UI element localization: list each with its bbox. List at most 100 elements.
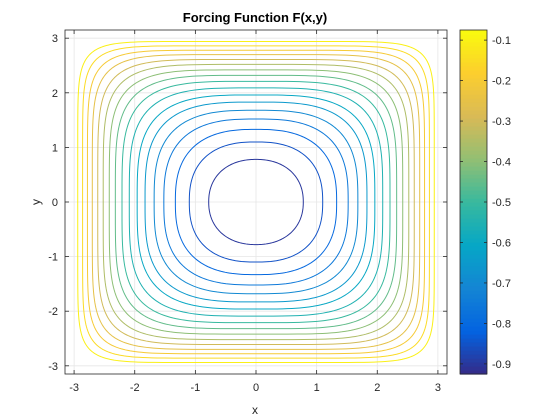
colorbar-swatch: [460, 42, 487, 47]
contour-lines: [77, 40, 435, 364]
contour-line: [174, 128, 338, 276]
colorbar-swatch: [460, 154, 487, 159]
colorbar-swatch: [460, 334, 487, 339]
colorbar-swatch: [460, 250, 487, 255]
contour-line: [102, 63, 410, 341]
contour-line: [188, 141, 324, 263]
colorbar-swatch: [460, 322, 487, 327]
contour-line: [86, 49, 426, 355]
colorbar-tick-label: -0.5: [492, 197, 511, 209]
colorbar-swatch: [460, 258, 487, 263]
contour-line: [136, 94, 376, 310]
colorbar-swatch: [460, 242, 487, 247]
contour-line: [97, 58, 415, 346]
colorbar-swatch: [460, 278, 487, 283]
colorbar-swatch: [460, 190, 487, 195]
colorbar-tick-label: -0.1: [492, 35, 511, 47]
y-tick-label: 2: [52, 88, 58, 100]
colorbar-tick-label: -0.7: [492, 278, 511, 290]
colorbar-swatch: [460, 230, 487, 235]
colorbar-swatch: [460, 370, 487, 375]
colorbar-swatch: [460, 366, 487, 371]
y-tick-label: 0: [52, 197, 58, 209]
colorbar-swatch: [460, 226, 487, 231]
chart-title: Forcing Function F(x,y): [183, 10, 327, 25]
colorbar-swatch: [460, 330, 487, 335]
colorbar-swatch: [460, 66, 487, 71]
colorbar-swatch: [460, 62, 487, 67]
colorbar-swatch: [460, 282, 487, 287]
colorbar: -0.9 -0.8 -0.7 -0.6 -0.5 -0.4 -0.3 -0.2 -0.1: [459, 29, 511, 375]
colorbar-tick-label: -0.4: [492, 157, 511, 169]
contour-line: [144, 101, 368, 303]
colorbar-swatch: [460, 34, 487, 39]
x-axis-label: x: [252, 403, 258, 417]
colorbar-swatch: [460, 302, 487, 307]
colorbar-swatch: [460, 178, 487, 183]
y-tick-label: 3: [52, 33, 58, 45]
x-tick-label: 1: [314, 382, 320, 394]
y-tick-label: -1: [48, 252, 58, 264]
colorbar-swatch: [460, 102, 487, 107]
colorbar-swatch: [460, 202, 487, 207]
colorbar-swatch: [460, 126, 487, 131]
colorbar-swatch: [460, 294, 487, 299]
x-tick-label: -1: [190, 382, 200, 394]
colorbar-swatch: [460, 246, 487, 251]
colorbar-swatch: [460, 314, 487, 319]
y-tick-label: -3: [48, 361, 58, 373]
colorbar-swatch: [460, 238, 487, 243]
colorbar-tick-label: -0.3: [492, 116, 511, 128]
colorbar-swatch: [460, 146, 487, 151]
colorbar-swatch: [460, 78, 487, 83]
colorbar-swatch: [460, 90, 487, 95]
colorbar-tick-label: -0.8: [492, 318, 511, 330]
colorbar-swatch: [460, 98, 487, 103]
colorbar-swatch: [460, 54, 487, 59]
colorbar-swatch: [460, 338, 487, 343]
y-axis-label: y: [29, 199, 43, 205]
colorbar-swatch: [460, 150, 487, 155]
colorbar-swatch: [460, 46, 487, 51]
axes: [64, 29, 448, 375]
colorbar-swatch: [460, 206, 487, 211]
contour-line: [153, 109, 359, 295]
colorbar-swatch: [460, 142, 487, 147]
grid-lines: [65, 30, 447, 374]
colorbar-tick-label: -0.6: [492, 237, 511, 249]
contour-line: [128, 87, 384, 317]
y-tick-label: -2: [48, 306, 58, 318]
x-tick-label: 2: [374, 382, 380, 394]
x-tick-labels: -3 -2 -1 0 1 2 3: [69, 382, 441, 394]
colorbar-swatch: [460, 170, 487, 175]
colorbar-swatch: [460, 74, 487, 79]
colorbar-swatch: [460, 162, 487, 167]
colorbar-tick-label: -0.9: [492, 359, 511, 371]
x-tick-label: 0: [253, 382, 259, 394]
colorbar-swatch: [460, 298, 487, 303]
colorbar-swatch: [460, 118, 487, 123]
colorbar-swatch: [460, 158, 487, 163]
colorbar-swatch: [460, 266, 487, 271]
colorbar-swatch: [460, 222, 487, 227]
colorbar-swatch: [460, 198, 487, 203]
colorbar-swatch: [460, 58, 487, 63]
colorbar-swatch: [460, 318, 487, 323]
contour-line: [121, 80, 391, 324]
colorbar-swatch: [460, 218, 487, 223]
colorbar-swatch: [460, 110, 487, 115]
colorbar-swatch: [460, 274, 487, 279]
colorbar-swatch: [460, 286, 487, 291]
contour-line: [208, 158, 304, 246]
x-tick-label: -2: [130, 382, 140, 394]
colorbar-swatch: [460, 114, 487, 119]
colorbar-swatch: [460, 214, 487, 219]
colorbar-swatch: [460, 186, 487, 191]
colorbar-swatch: [460, 346, 487, 351]
colorbar-swatch: [460, 326, 487, 331]
y-tick-label: 1: [52, 142, 58, 154]
x-tick-label: 3: [435, 382, 441, 394]
contour-line: [82, 45, 430, 359]
colorbar-swatch: [460, 234, 487, 239]
